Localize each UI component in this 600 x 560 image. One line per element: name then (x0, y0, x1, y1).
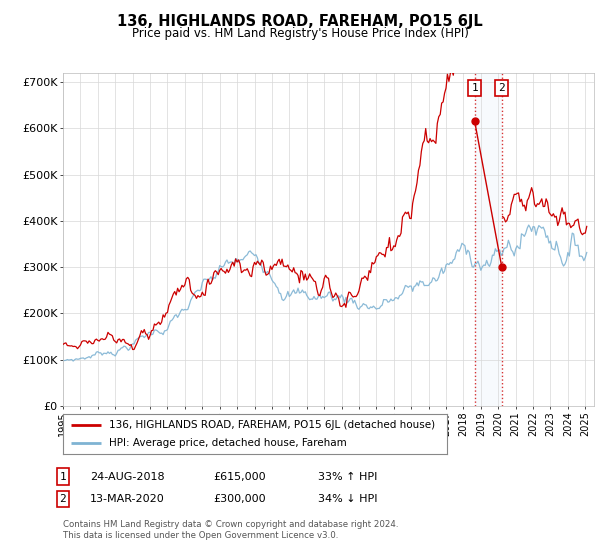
Text: 13-MAR-2020: 13-MAR-2020 (90, 494, 165, 504)
Text: 2: 2 (59, 494, 67, 504)
Text: 34% ↓ HPI: 34% ↓ HPI (318, 494, 377, 504)
Bar (475, 73, 502, 406)
Text: 2: 2 (499, 83, 505, 93)
Text: 24-AUG-2018: 24-AUG-2018 (90, 472, 164, 482)
Text: Contains HM Land Registry data © Crown copyright and database right 2024.
This d: Contains HM Land Registry data © Crown c… (63, 520, 398, 540)
Text: Price paid vs. HM Land Registry's House Price Index (HPI): Price paid vs. HM Land Registry's House … (131, 27, 469, 40)
Text: 33% ↑ HPI: 33% ↑ HPI (318, 472, 377, 482)
Text: £300,000: £300,000 (213, 494, 266, 504)
Text: £615,000: £615,000 (213, 472, 266, 482)
Text: 136, HIGHLANDS ROAD, FAREHAM, PO15 6JL: 136, HIGHLANDS ROAD, FAREHAM, PO15 6JL (117, 14, 483, 29)
Text: HPI: Average price, detached house, Fareham: HPI: Average price, detached house, Fare… (109, 438, 347, 448)
Text: 136, HIGHLANDS ROAD, FAREHAM, PO15 6JL (detached house): 136, HIGHLANDS ROAD, FAREHAM, PO15 6JL (… (109, 420, 435, 430)
Text: 1: 1 (471, 83, 478, 93)
Text: 1: 1 (59, 472, 67, 482)
